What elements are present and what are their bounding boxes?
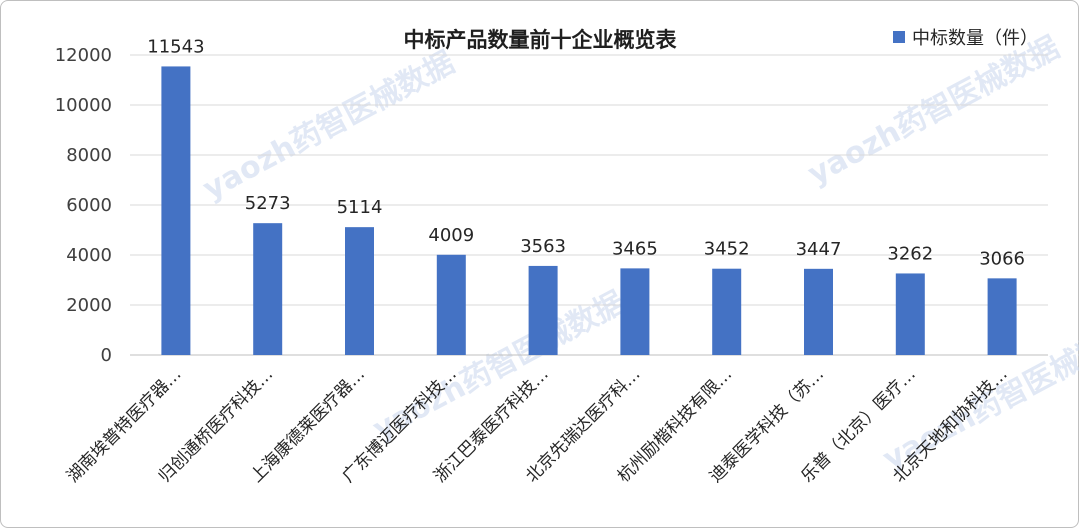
bar: [253, 223, 283, 355]
y-axis: 0 2000 4000 6000 8000 10000 12000: [55, 45, 112, 366]
watermark-text: yaozh药智医械数据: [197, 45, 460, 207]
bar: [620, 268, 650, 355]
legend: 中标数量（件）: [893, 28, 1038, 49]
legend-swatch: [893, 31, 905, 43]
data-labels: 11543 5273 5114 4009 3563 3465 3452 3447 3262 306…: [147, 36, 1025, 269]
y-tick-label: 4000: [66, 245, 112, 266]
bar: [436, 254, 466, 355]
data-label: 5114: [337, 197, 383, 218]
data-label: 3262: [887, 243, 933, 264]
data-label: 3452: [704, 239, 750, 260]
bar: [161, 66, 191, 356]
bar: [895, 273, 925, 355]
y-tick-label: 10000: [55, 95, 112, 116]
y-tick-label: 12000: [55, 45, 112, 66]
bar: [345, 227, 374, 355]
y-tick-label: 2000: [66, 295, 112, 316]
bar: [528, 265, 558, 355]
legend-label: 中标数量（件）: [912, 28, 1038, 49]
gridlines: [130, 54, 1048, 356]
data-label: 3447: [796, 239, 842, 260]
x-axis: 湖南埃普特医疗器…归创通桥医疗科技…上海康德莱医疗器…广东博迈医疗科技…浙江巴泰…: [63, 364, 1012, 486]
data-label: 3563: [520, 236, 566, 257]
bar: [804, 268, 833, 355]
data-label: 3465: [612, 238, 658, 259]
y-tick-label: 6000: [66, 195, 112, 216]
data-label: 11543: [147, 36, 204, 57]
data-label: 5273: [245, 193, 291, 214]
data-label: 3066: [979, 248, 1025, 269]
chart-title: 中标产品数量前十企业概览表: [404, 28, 678, 52]
bar: [987, 278, 1017, 355]
y-tick-label: 8000: [66, 145, 112, 166]
watermark-text: yaozh药智医械数据: [802, 30, 1065, 192]
bars: [161, 66, 1017, 356]
data-label: 4009: [428, 225, 474, 246]
y-tick-label: 0: [101, 345, 112, 366]
bar: [712, 268, 742, 355]
